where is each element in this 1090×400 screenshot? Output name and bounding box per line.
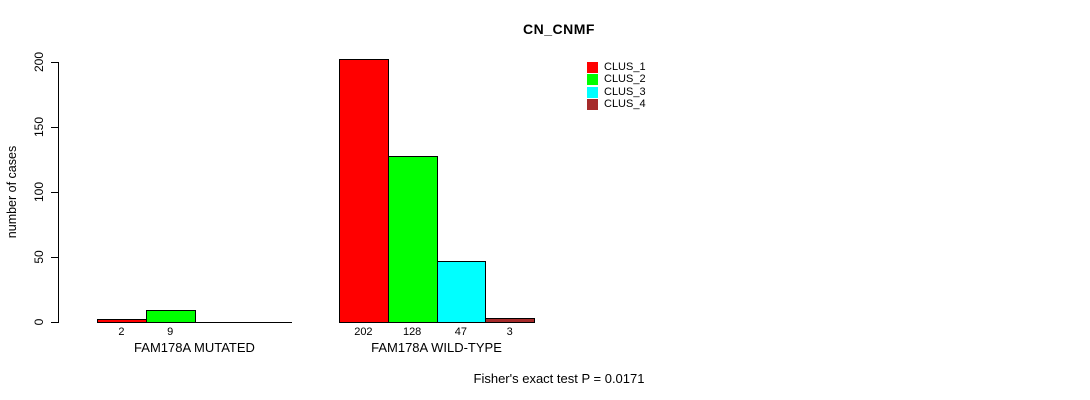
y-tick-label: 0 [32,318,46,326]
bar-value-label: 9 [167,326,174,338]
y-tick-label: 50 [32,250,46,264]
legend-entry: CLUS_2 [587,74,646,87]
legend-swatch [587,99,598,111]
group-label: FAM178A WILD-TYPE [371,340,502,355]
bar [145,310,196,323]
legend-label: CLUS_4 [604,98,646,111]
y-tick-label: 200 [32,51,46,73]
legend-swatch [587,61,598,73]
y-tick-mark [51,257,59,258]
legend: CLUS_1 CLUS_2 CLUS_3 CLUS_4 [587,61,646,111]
stats-annotation: Fisher's exact test P = 0.0171 [473,371,645,386]
bar [339,59,389,323]
group-label: FAM178A MUTATED [134,340,255,355]
legend-entry: CLUS_1 [587,61,646,74]
bar-value-label: 3 [506,326,513,338]
bar-value-label: 2 [118,326,125,338]
bar [485,318,535,323]
bar [436,261,487,323]
chart-title: CN_CNMF [523,21,595,37]
y-tick-label: 150 [32,116,46,138]
y-axis-title: number of cases [4,145,19,239]
legend-swatch [587,74,598,86]
y-tick-mark [51,62,59,63]
bar-value-label: 47 [454,326,467,338]
legend-label: CLUS_3 [604,85,646,98]
legend-label: CLUS_2 [604,73,646,86]
legend-swatch [587,86,598,98]
y-tick-label: 100 [32,181,46,203]
legend-entry: CLUS_3 [587,86,646,99]
y-tick-mark [51,192,59,193]
legend-label: CLUS_1 [604,60,646,73]
legend-entry: CLUS_4 [587,99,646,112]
bar [97,319,147,323]
bar-value-label: 128 [402,326,422,338]
bar [387,156,438,323]
y-tick-mark [51,322,59,323]
y-tick-mark [51,127,59,128]
bar-value-label: 202 [354,326,373,338]
